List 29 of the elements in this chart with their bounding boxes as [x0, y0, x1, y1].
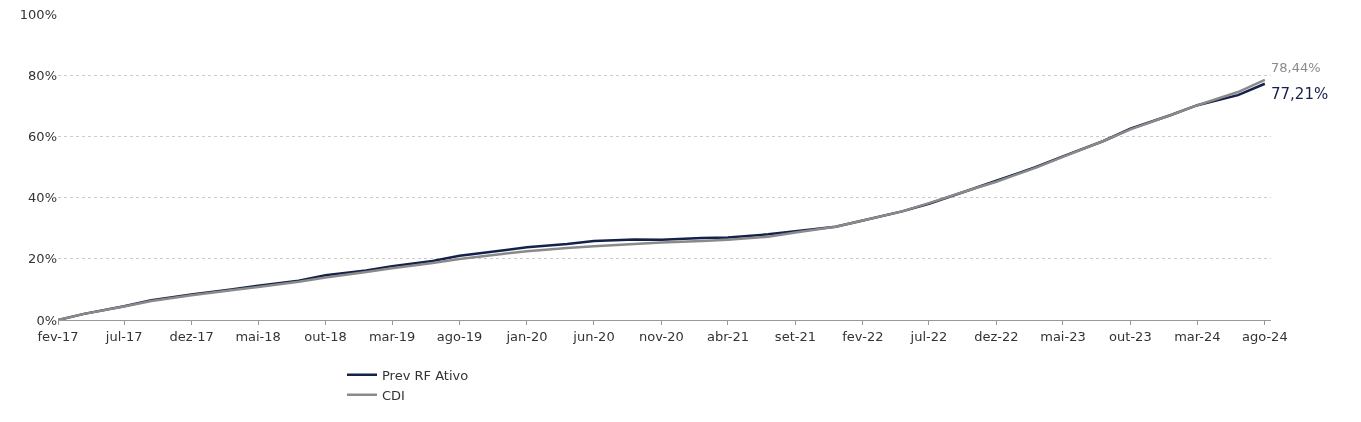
x-tick-label: mar-19 — [368, 328, 416, 344]
x-tick-label: jul-22 — [909, 328, 948, 344]
x-tick-label: dez-17 — [169, 328, 214, 344]
x-tick-label: jun-20 — [572, 328, 615, 344]
x-tick-label: set-21 — [774, 328, 816, 344]
x-tick-label: dez-22 — [974, 328, 1019, 344]
x-tick-label: nov-20 — [639, 328, 684, 344]
y-tick-label: 80% — [28, 67, 57, 83]
annotation: 77,21% — [1271, 85, 1329, 103]
y-tick-label: 0% — [36, 312, 57, 328]
y-tick-label: 40% — [28, 190, 57, 206]
x-tick-label: fev-22 — [842, 328, 884, 344]
x-tick-label: jan-20 — [505, 328, 548, 344]
x-tick-label: ago-19 — [436, 328, 483, 344]
x-tick-label: mai-23 — [1040, 328, 1086, 344]
annotation: 78,44% — [1271, 60, 1321, 75]
y-tick-label: 60% — [28, 128, 57, 144]
x-tick-label: mar-24 — [1174, 328, 1221, 344]
x-tick-label: abr-21 — [706, 328, 749, 344]
x-tick-label: out-23 — [1109, 328, 1152, 344]
x-tick-label: fev-17 — [37, 328, 79, 344]
y-tick-label: 20% — [28, 251, 57, 267]
x-tick-label: mai-18 — [235, 328, 281, 344]
x-tick-label: out-18 — [304, 328, 347, 344]
legend-label: CDI — [382, 387, 405, 403]
legend-label: Prev RF Ativo — [382, 367, 469, 383]
x-tick-label: ago-24 — [1242, 328, 1288, 344]
x-tick-label: jul-17 — [104, 328, 143, 344]
y-tick-label: 100% — [19, 6, 57, 22]
